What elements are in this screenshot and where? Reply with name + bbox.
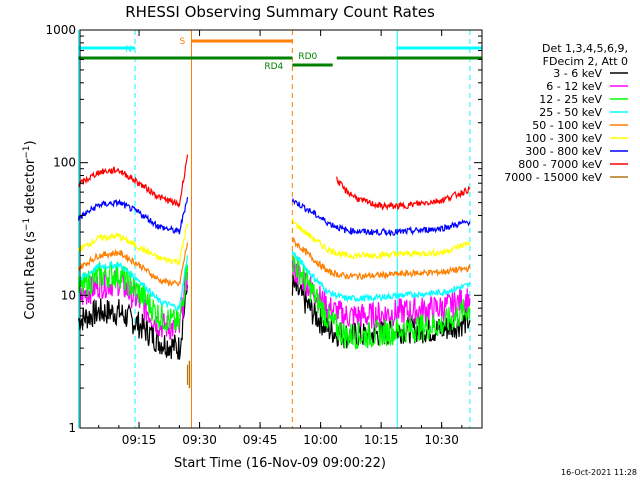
x-tick-label-1: 09:30 — [182, 433, 217, 447]
y-axis-label: Count Rate (s−1 detector−1) — [22, 140, 38, 319]
series-line-6-1 — [291, 197, 471, 237]
series-line-1-0 — [77, 270, 189, 340]
series-line-7-0 — [77, 154, 189, 208]
legend-label-5: 100 - 300 keV — [525, 132, 602, 145]
series-line-4-0 — [77, 242, 189, 287]
data-layer: N S RD4 RD0 — [77, 30, 482, 428]
x-tick-label-2: 09:45 — [243, 433, 278, 447]
series-line-3-0 — [78, 255, 189, 312]
state-label-rd4: RD4 — [264, 62, 283, 72]
series-line-0-0 — [77, 284, 189, 360]
state-label-n: N — [125, 45, 132, 55]
chart-title: RHESSI Observing Summary Count Rates — [125, 3, 435, 21]
legend-label-4: 50 - 100 keV — [532, 119, 602, 132]
legend-label-7: 800 - 7000 keV — [518, 158, 602, 171]
x-tick-label-4: 10:15 — [364, 433, 399, 447]
series-line-7-1 — [336, 176, 471, 211]
series-line-4-1 — [291, 236, 471, 281]
plot-frame — [79, 29, 483, 429]
state-label-rd0: RD0 — [298, 52, 317, 62]
y-tick-label-3: 1000 — [45, 23, 76, 37]
footer-timestamp: 16-Oct-2021 11:28 — [561, 468, 637, 477]
legend-label-3: 25 - 50 keV — [539, 106, 602, 119]
legend-label-6: 300 - 800 keV — [525, 145, 602, 158]
series-line-2-0 — [77, 260, 189, 332]
x-tick-label-3: 10:00 — [303, 433, 338, 447]
y-tick-label-0: 1 — [68, 421, 76, 435]
x-tick-label-5: 10:30 — [424, 433, 459, 447]
series-line-2-1 — [291, 255, 471, 350]
legend: Det 1,3,4,5,6,9,FDecim 2, Att 03 - 6 keV… — [504, 42, 628, 184]
legend-label-0: 3 - 6 keV — [553, 67, 602, 80]
state-label-s: S — [179, 37, 185, 47]
legend-label-1: 6 - 12 keV — [546, 80, 602, 93]
legend-label-2: 12 - 25 keV — [539, 93, 602, 106]
legend-header-0: Det 1,3,4,5,6,9, — [542, 42, 628, 55]
series-line-5-0 — [77, 223, 189, 267]
series-line-6-0 — [77, 197, 189, 235]
x-axis-label: Start Time (16-Nov-09 09:00:22) — [174, 456, 386, 471]
x-tick-label-0: 09:15 — [122, 433, 157, 447]
y-tick-label-1: 10 — [61, 288, 76, 302]
series-line-1-1 — [291, 258, 471, 329]
legend-label-8: 7000 - 15000 keV — [504, 171, 602, 184]
axes-layer: 09:15 09:30 09:45 10:00 10:15 10:30 1 10 100 1000 — [45, 23, 482, 447]
legend-header-1: FDecim 2, Att 0 — [543, 55, 628, 68]
y-tick-label-2: 100 — [53, 156, 76, 170]
series-line-5-1 — [291, 217, 471, 261]
series-line-3-1 — [291, 250, 471, 303]
